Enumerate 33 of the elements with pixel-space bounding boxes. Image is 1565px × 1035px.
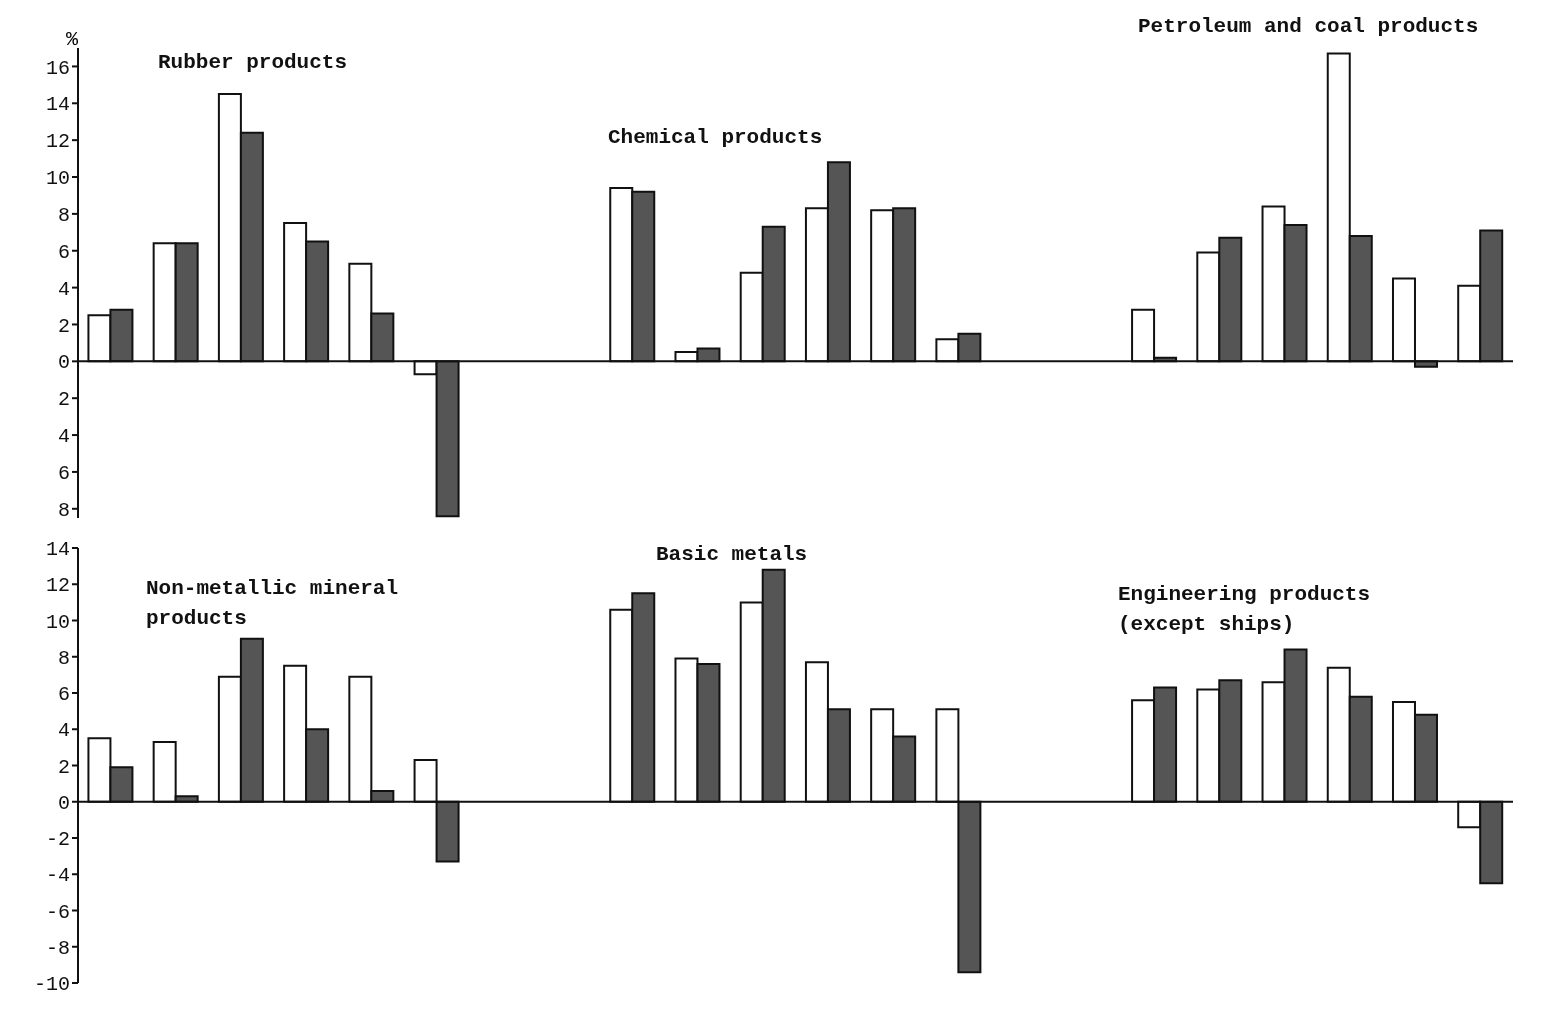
y-tick-label: -8	[45, 936, 70, 960]
y-axis-title: %	[66, 28, 79, 51]
y-tick-label: 12	[45, 130, 70, 154]
y-tick-label: 14	[45, 538, 70, 562]
annotation: Basic metals	[656, 542, 808, 568]
y-tick-label: 2	[57, 388, 70, 412]
y-tick-label: -6	[45, 900, 70, 924]
y-tick-label: 16	[45, 56, 70, 80]
y-tick-label: 10	[45, 610, 70, 634]
y-tick-label: 10	[45, 167, 70, 191]
annotation: Engineering products (except ships)	[1118, 582, 1371, 638]
y-tick-label: 2	[57, 755, 70, 779]
y-tick-label: 0	[57, 791, 70, 815]
y-tick-label: 4	[57, 277, 70, 301]
y-tick-label: 4	[57, 719, 70, 743]
y-tick-label: 12	[45, 574, 70, 598]
annotation: Non-metallic mineral products	[146, 576, 399, 632]
y-tick-label: 6	[57, 683, 70, 707]
y-tick-label: 8	[57, 203, 70, 227]
annotation: Chemical products	[608, 125, 823, 151]
y-tick-label: 8	[57, 646, 70, 670]
y-tick-label: -4	[45, 864, 70, 888]
y-tick-label: 4	[57, 425, 70, 449]
y-tick-label: 2	[57, 314, 70, 338]
y-tick-label: 14	[45, 93, 70, 117]
y-tick-label: 0	[57, 351, 70, 375]
y-tick-label: -10	[33, 973, 70, 997]
text: Petroleum and coal products	[1138, 14, 1479, 40]
y-tick-label: 6	[57, 240, 70, 264]
annotation: Rubber products	[158, 50, 348, 76]
y-tick-label: -2	[45, 828, 70, 852]
y-tick-label: 6	[57, 462, 70, 486]
y-tick-label: 8	[57, 498, 70, 522]
